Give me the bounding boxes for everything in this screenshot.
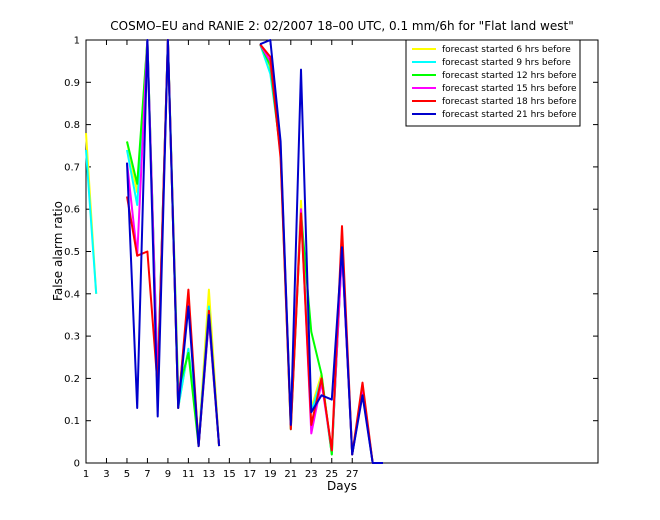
x-tick-label: 7 xyxy=(144,469,150,480)
x-tick-label: 23 xyxy=(305,469,318,480)
legend-label: forecast started 12 hrs before xyxy=(442,71,577,81)
legend-label: forecast started 18 hrs before xyxy=(442,97,577,107)
x-tick-label: 17 xyxy=(243,469,256,480)
y-tick-label: 0.2 xyxy=(64,374,80,385)
legend-label: forecast started 21 hrs before xyxy=(442,110,577,120)
x-tick-label: 11 xyxy=(182,469,195,480)
x-tick-label: 5 xyxy=(124,469,130,480)
x-tick-label: 25 xyxy=(325,469,338,480)
y-tick-label: 0.7 xyxy=(64,162,80,173)
legend-label: forecast started 15 hrs before xyxy=(442,84,577,94)
legend-label: forecast started 6 hrs before xyxy=(442,45,571,55)
x-tick-label: 1 xyxy=(83,469,89,480)
series-lines xyxy=(85,39,383,464)
chart-title: COSMO–EU and RANIE 2: 02/2007 18–00 UTC,… xyxy=(110,19,573,33)
x-axis-label: Days xyxy=(327,479,357,493)
y-tick-label: 0.3 xyxy=(64,332,80,343)
x-tick-label: 13 xyxy=(203,469,216,480)
x-tick-label: 21 xyxy=(284,469,297,480)
series-line-6 xyxy=(126,39,383,464)
x-tick-label: 15 xyxy=(223,469,236,480)
y-tick-label: 0.6 xyxy=(64,205,80,216)
y-tick-label: 1 xyxy=(74,36,80,47)
legend-box xyxy=(405,39,581,127)
y-tick-label: 0 xyxy=(74,459,80,470)
y-tick-label: 0.4 xyxy=(64,289,80,300)
y-tick-label: 0.1 xyxy=(64,416,80,427)
y-tick-label: 0.9 xyxy=(64,78,80,89)
y-tick-label: 0.8 xyxy=(64,120,80,131)
x-tick-label: 3 xyxy=(103,469,109,480)
y-axis-label: False alarm ratio xyxy=(51,201,65,301)
y-tick-label: 0.5 xyxy=(64,247,80,258)
x-tick-label: 9 xyxy=(165,469,171,480)
legend: forecast started 6 hrs before forecast st… xyxy=(405,39,581,127)
legend-label: forecast started 9 hrs before xyxy=(442,58,571,68)
x-tick-label: 19 xyxy=(264,469,277,480)
x-tick-label: 27 xyxy=(346,469,359,480)
